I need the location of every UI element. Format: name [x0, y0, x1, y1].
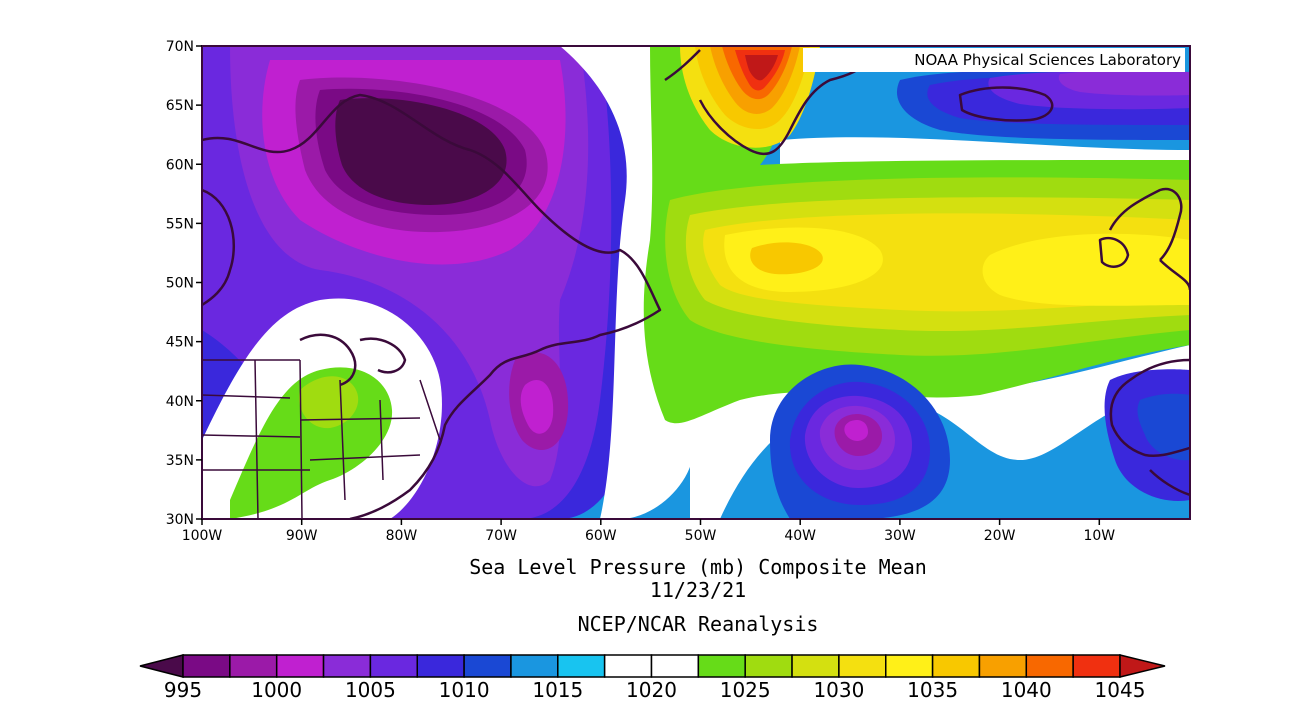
colorbar-arrow-left: [139, 654, 184, 678]
lat-label: 35N: [166, 453, 194, 469]
credit-text: NOAA Physical Sciences Laboratory: [914, 51, 1181, 69]
colorbar-label: 1025: [720, 678, 771, 702]
coast-great-lakes: [299, 333, 407, 387]
colorbar-box: [791, 654, 840, 678]
figure-date: 11/23/21: [650, 578, 746, 602]
lon-label: 100W: [182, 528, 223, 544]
lat-label: 70N: [166, 39, 194, 55]
colorbar-box: [463, 654, 512, 678]
colorbar-box: [1025, 654, 1074, 678]
lat-label: 65N: [166, 98, 194, 114]
colorbar-box: [744, 654, 793, 678]
latitude-axis: 70N 65N 60N 55N 50N 45N 40N 35N 30N: [166, 39, 202, 528]
colorbar-box: [416, 654, 465, 678]
trough-inner: [520, 379, 554, 434]
colorbar-label: 995: [164, 678, 202, 702]
colorbar-box: [322, 654, 372, 678]
colorbar-label: 1005: [345, 678, 396, 702]
lon-label: 40W: [784, 528, 816, 544]
colorbar-box: [510, 654, 559, 678]
lon-label: 10W: [1083, 528, 1115, 544]
lon-label: 30W: [884, 528, 916, 544]
figure-title: Sea Level Pressure (mb) Composite Mean: [469, 555, 927, 579]
us-1030: [299, 376, 359, 429]
high-center-midatlantic: [750, 242, 823, 275]
lon-label: 80W: [386, 528, 418, 544]
lat-label: 45N: [166, 335, 194, 351]
lon-label: 50W: [685, 528, 717, 544]
low-center-labrador: [335, 98, 507, 205]
lat-label: 40N: [166, 394, 194, 410]
lon-label: 90W: [286, 528, 318, 544]
colorbar: 995 1000 1005 1010 1015 1020 1025 1030 1035 1040 1…: [139, 654, 1166, 702]
iceland-low-1000: [1058, 70, 1190, 96]
longitude-axis: 100W 90W 80W 70W 60W 50W 40W 30W 20W 10W: [182, 519, 1115, 544]
lat-label: 50N: [166, 276, 194, 292]
colorbar-box: [650, 654, 700, 678]
lat-label: 60N: [166, 157, 194, 173]
colorbar-box: [931, 654, 981, 678]
colorbar-label: 1035: [907, 678, 958, 702]
colorbar-box: [182, 654, 231, 678]
lon-label: 60W: [585, 528, 617, 544]
colorbar-label: 1010: [439, 678, 490, 702]
colorbar-box: [697, 654, 746, 678]
colorbar-box: [1072, 654, 1121, 678]
lat-label: 55N: [166, 216, 194, 232]
colorbar-label: 1000: [251, 678, 302, 702]
colorbar-box: [603, 654, 653, 678]
colorbar-box: [978, 654, 1028, 678]
colorbar-box: [229, 654, 278, 678]
colorbar-box: [275, 654, 325, 678]
map-panel: [202, 46, 1190, 519]
lon-label: 20W: [984, 528, 1016, 544]
colorbar-box: [885, 654, 934, 678]
greenland-core: [745, 55, 778, 81]
colorbar-box: [369, 654, 418, 678]
high-europe-ridge: [982, 233, 1190, 306]
lat-label: 30N: [166, 512, 194, 528]
coastlines: [202, 49, 1190, 519]
colorbar-label: 1020: [626, 678, 677, 702]
iberia-low-inner: [1137, 393, 1190, 461]
central-low-center: [844, 420, 868, 441]
coast-hudson-bay: [202, 188, 236, 307]
colorbar-label: 1030: [813, 678, 864, 702]
coast-north-america: [202, 93, 662, 519]
colorbar-box: [838, 654, 887, 678]
coast-greenland: [664, 49, 871, 156]
coast-british-isles: [1098, 187, 1183, 268]
colorbar-label: 1045: [1095, 678, 1146, 702]
lon-label: 70W: [485, 528, 517, 544]
credit-box: NOAA Physical Sciences Laboratory: [803, 48, 1185, 72]
colorbar-box: [557, 654, 606, 678]
coast-iceland: [958, 86, 1054, 122]
colorbar-arrow-right: [1119, 654, 1166, 678]
figure-source: NCEP/NCAR Reanalysis: [578, 612, 819, 636]
colorbar-label: 1015: [532, 678, 583, 702]
colorbar-label: 1040: [1001, 678, 1052, 702]
state-borders: [202, 359, 441, 519]
